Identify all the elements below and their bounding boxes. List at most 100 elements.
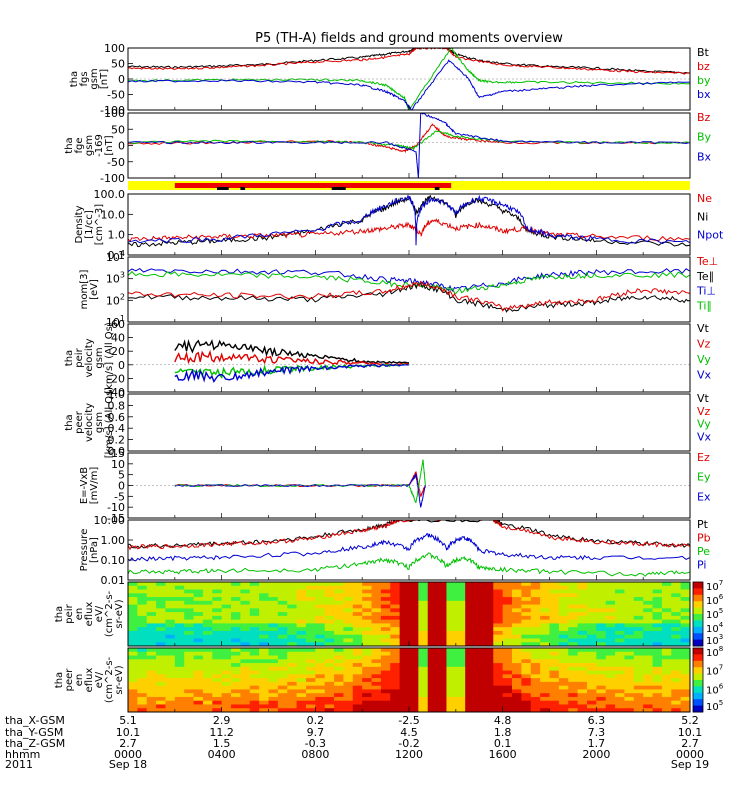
spectrogram-cell <box>193 648 204 653</box>
spectrogram-cell <box>165 648 176 653</box>
spectrogram-cell <box>343 642 354 646</box>
spectrogram-cell <box>221 582 232 587</box>
spectrogram-cell <box>212 638 223 643</box>
spectrogram-cell <box>615 712 625 716</box>
spectrogram-cell <box>652 651 663 656</box>
spectrogram-cell <box>474 651 485 656</box>
spectrogram-cell <box>277 597 288 602</box>
spectrogram-cell <box>249 663 260 668</box>
spectrogram-cell <box>202 597 213 602</box>
spectrogram-cell <box>446 597 457 602</box>
spectrogram-cell <box>334 700 345 705</box>
spectrogram-cell <box>380 700 391 705</box>
spectrogram-cell <box>165 604 176 609</box>
spectrogram-cell <box>371 608 382 613</box>
spectrogram-cell <box>146 623 157 628</box>
spectrogram-cell <box>221 600 232 605</box>
y-axis-label-line: gsm <box>84 135 95 156</box>
legend-label: Vt <box>697 392 710 405</box>
spectrogram-cell <box>409 678 419 683</box>
spectrogram-cell <box>287 651 298 656</box>
spectrogram-cell <box>483 651 494 656</box>
spectrogram-cell <box>558 655 569 660</box>
spectrogram-cell <box>615 674 626 679</box>
spectrogram-cell <box>184 597 195 602</box>
figure-title: P5 (TH-A) fields and ground moments over… <box>255 31 563 46</box>
spectrogram-cell <box>156 678 167 683</box>
spectrogram-cell <box>465 604 476 609</box>
spectrogram-cell <box>259 655 270 660</box>
spectrogram-cell <box>418 642 429 646</box>
axis-row-value: -0.2 <box>398 737 419 750</box>
spectrogram-cell <box>652 648 663 653</box>
spectrogram-cell <box>446 619 457 624</box>
spectrogram-cell <box>221 648 232 653</box>
spectrogram-cell <box>483 627 494 632</box>
spectrogram-cell <box>399 689 410 694</box>
spectrogram-cell <box>371 674 382 679</box>
spectrogram-cell <box>446 642 457 646</box>
spectrogram-cell <box>240 678 251 683</box>
spectrogram-cell <box>165 708 176 712</box>
spectrogram-cell <box>156 612 167 617</box>
spectrogram-cell <box>137 663 148 668</box>
spectrogram-cell <box>240 600 251 605</box>
spectrogram-cell <box>661 615 672 621</box>
spectrogram-cell <box>352 608 363 613</box>
spectrogram-cell <box>362 597 373 602</box>
spectrogram-cell <box>231 627 241 632</box>
axis-row-value: 0000 <box>676 748 704 761</box>
spectrogram-cell <box>680 689 690 694</box>
spectrogram-cell <box>156 608 167 613</box>
spectrogram-cell <box>577 600 588 605</box>
spectrogram-cell <box>193 627 204 632</box>
spectrogram-cell <box>146 612 157 617</box>
spectrogram-cell <box>324 597 335 602</box>
spectrogram-cell <box>427 666 438 671</box>
spectrogram-cell <box>277 604 288 609</box>
spectrogram-cell <box>568 708 579 712</box>
spectrogram-cell <box>380 666 391 671</box>
spectrogram-cell <box>165 700 176 705</box>
spectrogram-cell <box>586 642 597 646</box>
spectrogram-cell <box>483 623 494 628</box>
spectrogram-cell <box>137 648 148 653</box>
y-axis-label-line: gsm <box>89 68 100 89</box>
spectrogram-cell <box>334 634 345 639</box>
spectrogram-cell <box>231 689 241 694</box>
spectrogram-cell <box>577 593 588 598</box>
legend-label: Vz <box>697 405 711 418</box>
spectrogram-cell <box>212 582 223 587</box>
spectrogram-cell <box>352 663 363 668</box>
spectrogram-cell <box>268 693 279 698</box>
spectrogram-cell <box>409 608 419 613</box>
spectrogram-cell <box>512 582 522 587</box>
y-axis-label-line: tha <box>54 606 65 622</box>
spectrogram-cell <box>362 585 373 590</box>
spectrogram-cell <box>399 674 410 679</box>
spectrogram-cell <box>221 696 232 702</box>
spectrogram-cell <box>633 666 644 671</box>
spectrogram-cell <box>193 589 204 594</box>
spectrogram-cell <box>615 696 626 702</box>
spectrogram-cell <box>474 648 485 653</box>
spectrogram-cell <box>502 708 513 712</box>
spectrogram-cell <box>427 659 438 664</box>
spectrogram-cell <box>474 597 485 602</box>
spectrogram-cell <box>521 655 532 660</box>
spectrogram-cell <box>399 582 410 587</box>
spectrogram-cell <box>287 689 298 694</box>
spectrogram-cell <box>446 589 457 594</box>
spectrogram-cell <box>586 704 597 709</box>
colorbar-segment <box>693 633 703 641</box>
spectrogram-cell <box>287 630 298 636</box>
spectrogram-cell <box>549 670 560 675</box>
spectrogram-cell <box>334 708 345 712</box>
spectrogram-cell <box>231 634 241 639</box>
spectrogram-cell <box>455 670 466 675</box>
spectrogram-cell <box>380 627 391 632</box>
spectrogram-cell <box>540 674 551 679</box>
spectrogram-cell <box>305 582 316 587</box>
spectrogram-cell <box>202 704 213 709</box>
spectrogram-cell <box>399 678 410 683</box>
